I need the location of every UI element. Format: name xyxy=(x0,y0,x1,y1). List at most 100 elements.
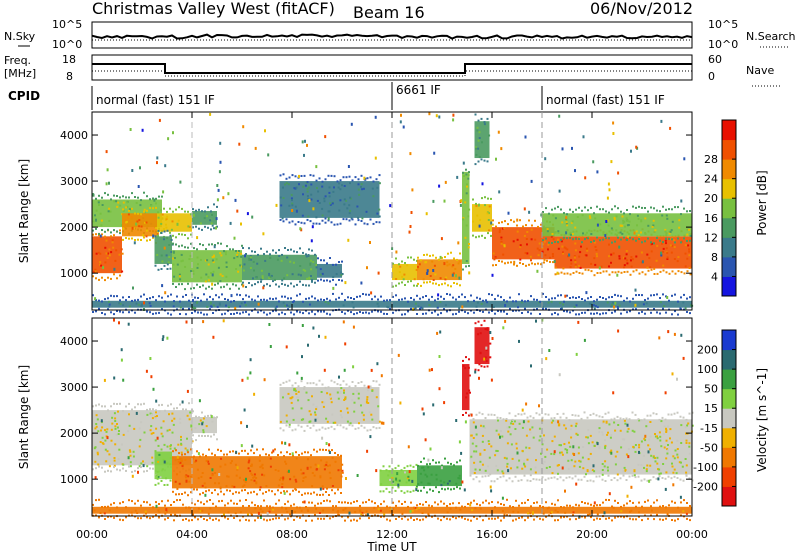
data-speckle xyxy=(310,183,313,186)
noise-top-tick-right: 10^5 xyxy=(708,18,738,31)
data-speckle xyxy=(97,251,100,254)
data-speckle xyxy=(127,213,130,216)
data-speckle xyxy=(406,465,409,468)
data-speckle xyxy=(496,469,499,472)
data-speckle xyxy=(599,313,601,316)
colorbar-tick-label: -15 xyxy=(700,422,718,435)
data-speckle xyxy=(485,360,488,362)
data-speckle xyxy=(218,302,221,305)
data-speckle xyxy=(181,493,183,495)
data-speckle xyxy=(567,459,570,462)
data-speckle xyxy=(542,308,544,311)
data-speckle xyxy=(242,281,244,284)
data-speckle xyxy=(586,479,589,482)
data-speckle xyxy=(244,489,246,491)
data-speckle xyxy=(392,262,394,265)
data-speckle xyxy=(366,386,369,389)
data-speckle xyxy=(99,441,102,443)
data-speckle xyxy=(157,231,160,234)
data-speckle xyxy=(242,247,244,249)
data-speckle xyxy=(134,311,136,314)
data-speckle xyxy=(239,305,242,308)
data-speckle xyxy=(392,285,394,288)
data-speckle xyxy=(186,437,188,440)
colorbar-frame xyxy=(721,119,737,297)
data-speckle xyxy=(179,457,182,460)
data-speckle xyxy=(482,310,484,313)
data-speckle xyxy=(455,482,458,485)
data-speckle xyxy=(99,212,102,215)
data-speckle xyxy=(433,264,436,267)
data-speckle xyxy=(450,285,452,288)
data-speckle xyxy=(580,245,582,248)
data-speckle xyxy=(329,299,331,302)
data-speckle xyxy=(559,451,561,454)
data-speckle xyxy=(336,424,339,427)
data-speckle xyxy=(372,222,375,225)
data-speckle xyxy=(569,504,571,507)
data-speckle xyxy=(654,229,657,232)
data-speckle xyxy=(308,420,311,423)
data-speckle xyxy=(425,261,428,264)
data-speckle xyxy=(677,300,679,303)
data-speckle xyxy=(321,383,324,386)
data-speckle xyxy=(272,298,274,301)
data-speckle xyxy=(157,482,160,485)
data-speckle xyxy=(513,420,516,423)
data-speckle xyxy=(135,201,138,204)
data-point xyxy=(218,170,221,174)
data-speckle xyxy=(665,214,668,217)
data-speckle xyxy=(630,265,633,268)
data-speckle xyxy=(625,250,628,252)
data-speckle xyxy=(500,242,503,245)
data-speckle xyxy=(171,419,174,422)
data-speckle xyxy=(614,310,616,313)
data-speckle xyxy=(590,503,592,506)
data-point xyxy=(262,286,265,290)
data-point xyxy=(282,476,285,480)
data-speckle xyxy=(643,437,646,440)
data-speckle xyxy=(128,424,131,427)
data-speckle xyxy=(512,519,514,522)
nave-trace xyxy=(92,70,692,77)
data-speckle xyxy=(574,242,577,245)
data-speckle xyxy=(266,505,268,508)
data-speckle xyxy=(531,426,534,429)
data-speckle xyxy=(144,462,146,464)
data-speckle xyxy=(302,476,305,479)
data-speckle xyxy=(536,501,538,504)
data-speckle xyxy=(527,512,529,515)
data-speckle xyxy=(475,413,478,416)
data-speckle xyxy=(217,493,219,496)
data-speckle xyxy=(340,416,343,419)
data-point xyxy=(246,424,248,428)
data-speckle xyxy=(465,260,468,262)
data-speckle xyxy=(129,450,132,453)
data-speckle xyxy=(575,313,577,316)
data-speckle xyxy=(205,459,208,462)
data-speckle xyxy=(557,499,559,502)
data-speckle xyxy=(517,479,520,482)
data-speckle xyxy=(538,478,541,481)
data-speckle xyxy=(306,195,309,197)
data-speckle xyxy=(683,272,686,275)
data-speckle xyxy=(140,295,142,298)
data-speckle xyxy=(163,443,166,446)
data-speckle xyxy=(371,310,373,313)
data-speckle xyxy=(569,208,571,211)
data-point xyxy=(680,199,683,203)
data-speckle xyxy=(321,219,324,222)
data-speckle xyxy=(98,403,100,406)
data-point xyxy=(211,468,214,472)
data-speckle xyxy=(356,312,358,315)
data-speckle xyxy=(539,313,541,315)
data-speckle xyxy=(245,253,247,255)
data-point xyxy=(664,487,667,491)
data-speckle xyxy=(461,505,463,508)
data-speckle xyxy=(253,479,256,482)
data-speckle xyxy=(188,299,190,302)
data-speckle xyxy=(404,262,406,264)
data-speckle xyxy=(562,479,565,482)
data-point xyxy=(410,211,413,214)
data-speckle xyxy=(279,383,282,386)
